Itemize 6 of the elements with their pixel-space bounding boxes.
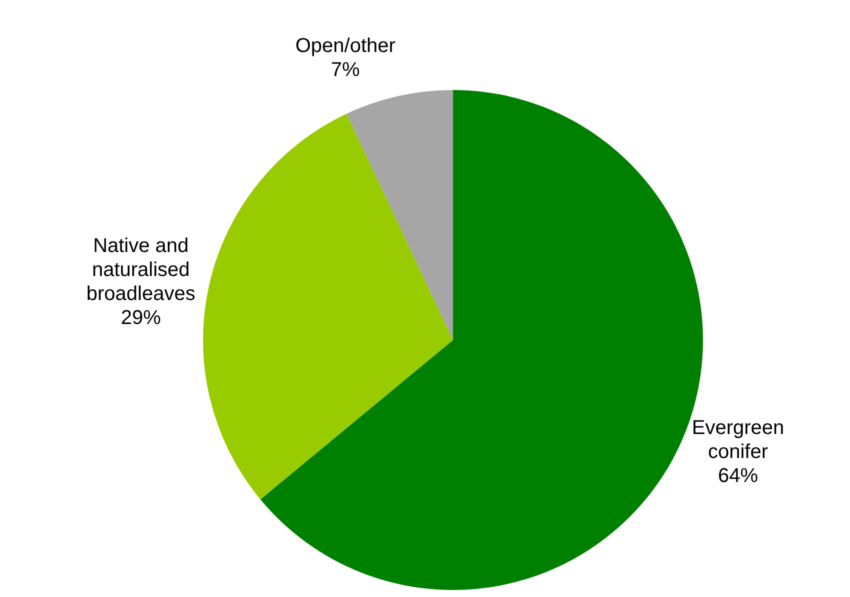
data-label: 64% [718, 464, 758, 487]
slice-label: Evergreen conifer [692, 416, 784, 463]
data-label: 7% [330, 58, 360, 81]
slice-label: Native and naturalised broadleaves [86, 234, 196, 305]
data-label: 29% [120, 306, 162, 329]
slice-label: Open/other [295, 34, 396, 57]
